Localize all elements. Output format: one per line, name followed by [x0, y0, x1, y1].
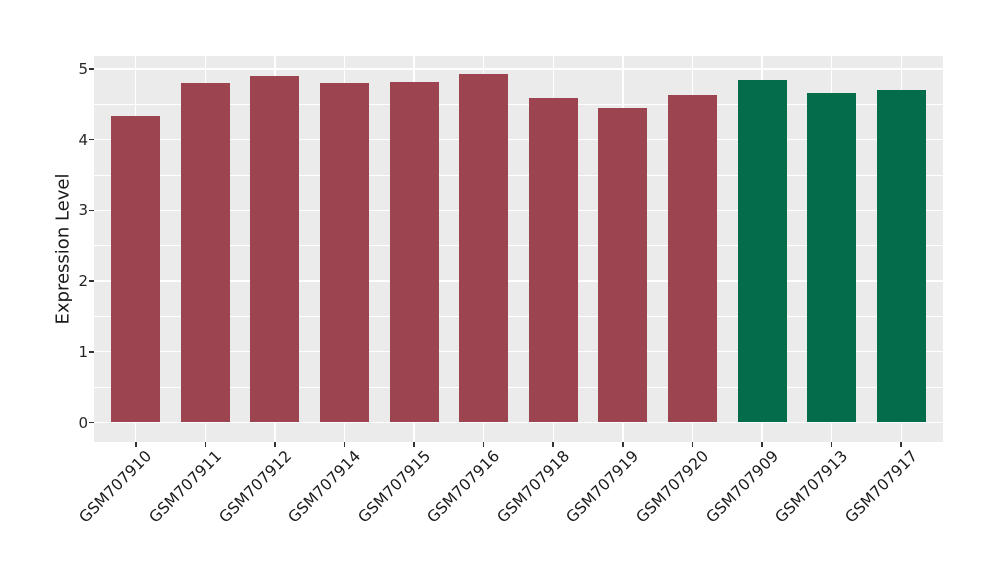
bar-GSM707910: [111, 116, 161, 423]
x-tick-label-GSM707918: GSM707918: [493, 447, 574, 527]
x-tick-mark: [830, 442, 833, 447]
major-gridline: [94, 139, 943, 141]
x-tick-mark: [343, 442, 346, 447]
major-gridline: [94, 351, 943, 353]
x-tick-mark: [761, 442, 763, 447]
x-tick-label-GSM707916: GSM707916: [423, 447, 504, 527]
bar-GSM707911: [180, 83, 230, 423]
bar-GSM707916: [459, 73, 509, 423]
x-tick-label-GSM707920: GSM707920: [632, 447, 713, 527]
minor-gridline: [94, 316, 943, 317]
y-tick-label: 4: [78, 130, 88, 149]
y-tick-label: 5: [78, 60, 88, 78]
x-tick-label-GSM707914: GSM707914: [284, 447, 365, 527]
y-tick-label: 3: [78, 201, 88, 220]
major-gridline: [94, 68, 943, 70]
bar-GSM707912: [250, 76, 300, 423]
minor-gridline: [94, 245, 943, 247]
x-tick-mark: [274, 442, 276, 447]
x-tick-mark: [622, 442, 624, 447]
y-tick-mark: [89, 351, 94, 353]
major-gridline: [94, 209, 943, 212]
bar-GSM707909: [737, 80, 787, 423]
plot-panel: [94, 56, 943, 442]
bar-GSM707917: [876, 90, 926, 423]
x-tick-label-GSM707915: GSM707915: [354, 447, 434, 527]
minor-gridline: [94, 174, 943, 176]
x-tick-mark: [900, 442, 903, 447]
major-gridline: [94, 421, 943, 424]
x-tick-label-GSM707917: GSM707917: [841, 447, 921, 527]
y-axis-title: Expression Level: [52, 173, 74, 325]
bar-GSM707915: [389, 82, 439, 423]
y-tick-label: 2: [78, 272, 88, 291]
y-tick-label: 1: [78, 342, 88, 361]
y-tick-label: 0: [78, 413, 88, 432]
bar-GSM707913: [807, 93, 857, 423]
y-tick-mark: [89, 68, 94, 70]
y-tick-mark: [89, 421, 94, 424]
bar-GSM707920: [667, 95, 717, 423]
x-tick-mark: [482, 442, 485, 447]
y-tick-mark: [89, 138, 94, 141]
x-tick-mark: [691, 442, 694, 447]
major-gridline: [94, 280, 943, 282]
x-tick-label-GSM707909: GSM707909: [702, 447, 782, 527]
x-tick-mark: [413, 442, 415, 447]
x-tick-label-GSM707912: GSM707912: [215, 447, 295, 527]
x-tick-label-GSM707919: GSM707919: [563, 447, 643, 527]
bar-GSM707914: [320, 83, 370, 423]
y-tick-mark: [89, 280, 94, 282]
y-tick-mark: [89, 209, 94, 212]
x-tick-label-GSM707910: GSM707910: [76, 447, 156, 527]
x-tick-mark: [204, 442, 207, 447]
bar-GSM707919: [598, 107, 648, 423]
bar-GSM707918: [528, 97, 578, 423]
minor-gridline: [94, 386, 943, 388]
minor-gridline: [94, 104, 943, 105]
x-tick-label-GSM707911: GSM707911: [145, 447, 226, 527]
x-tick-mark: [134, 442, 137, 447]
x-tick-mark: [552, 442, 555, 447]
x-tick-label-GSM707913: GSM707913: [771, 447, 852, 527]
